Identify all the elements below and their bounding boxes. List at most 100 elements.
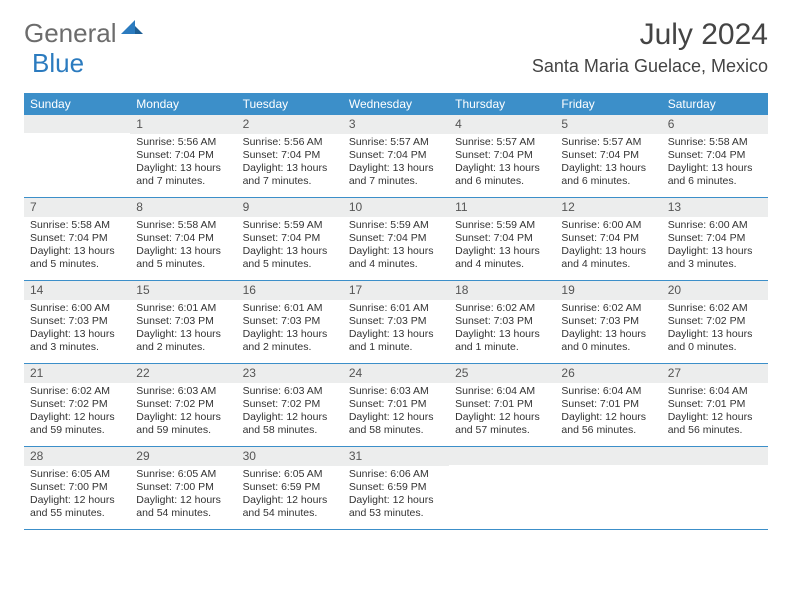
- sunrise-text: Sunrise: 5:59 AM: [455, 219, 549, 232]
- sunrise-text: Sunrise: 6:04 AM: [668, 385, 762, 398]
- day-number: 1: [130, 115, 236, 134]
- sunset-text: Sunset: 7:04 PM: [136, 232, 230, 245]
- sunrise-text: Sunrise: 6:04 AM: [455, 385, 549, 398]
- daylight-text: Daylight: 13 hours and 3 minutes.: [668, 245, 762, 271]
- sunset-text: Sunset: 6:59 PM: [349, 481, 443, 494]
- day-body: [555, 465, 661, 467]
- sunrise-text: Sunrise: 6:02 AM: [561, 302, 655, 315]
- day-number: 5: [555, 115, 661, 134]
- sunset-text: Sunset: 7:00 PM: [30, 481, 124, 494]
- daylight-text: Daylight: 12 hours and 53 minutes.: [349, 494, 443, 520]
- day-number: 7: [24, 198, 130, 217]
- daylight-text: Daylight: 13 hours and 7 minutes.: [243, 162, 337, 188]
- sunrise-text: Sunrise: 6:00 AM: [30, 302, 124, 315]
- sunrise-text: Sunrise: 5:57 AM: [455, 136, 549, 149]
- brand-logo: General: [24, 18, 143, 49]
- daylight-text: Daylight: 13 hours and 1 minute.: [455, 328, 549, 354]
- sunset-text: Sunset: 7:01 PM: [455, 398, 549, 411]
- day-number: 3: [343, 115, 449, 134]
- daylight-text: Daylight: 13 hours and 4 minutes.: [349, 245, 443, 271]
- daylight-text: Daylight: 13 hours and 2 minutes.: [136, 328, 230, 354]
- sunset-text: Sunset: 7:00 PM: [136, 481, 230, 494]
- sunrise-text: Sunrise: 5:57 AM: [561, 136, 655, 149]
- logo-text-blue: Blue: [32, 48, 84, 79]
- day-body: Sunrise: 6:06 AMSunset: 6:59 PMDaylight:…: [343, 466, 449, 521]
- day-cell: [662, 447, 768, 529]
- day-body: Sunrise: 5:59 AMSunset: 7:04 PMDaylight:…: [449, 217, 555, 272]
- sunset-text: Sunset: 7:03 PM: [243, 315, 337, 328]
- day-body: [24, 133, 130, 135]
- weekday-friday: Friday: [555, 93, 661, 115]
- day-cell: [24, 115, 130, 197]
- day-number: 4: [449, 115, 555, 134]
- daylight-text: Daylight: 12 hours and 58 minutes.: [243, 411, 337, 437]
- day-cell: [555, 447, 661, 529]
- sunset-text: Sunset: 7:03 PM: [136, 315, 230, 328]
- sunrise-text: Sunrise: 6:00 AM: [561, 219, 655, 232]
- day-body: Sunrise: 5:56 AMSunset: 7:04 PMDaylight:…: [130, 134, 236, 189]
- day-body: Sunrise: 6:05 AMSunset: 7:00 PMDaylight:…: [130, 466, 236, 521]
- day-body: Sunrise: 6:05 AMSunset: 7:00 PMDaylight:…: [24, 466, 130, 521]
- sunset-text: Sunset: 7:04 PM: [455, 232, 549, 245]
- title-block: July 2024 Santa Maria Guelace, Mexico: [532, 18, 768, 77]
- sunset-text: Sunset: 7:04 PM: [349, 232, 443, 245]
- daylight-text: Daylight: 13 hours and 5 minutes.: [30, 245, 124, 271]
- sunset-text: Sunset: 7:03 PM: [455, 315, 549, 328]
- day-cell: 22Sunrise: 6:03 AMSunset: 7:02 PMDayligh…: [130, 364, 236, 446]
- sunset-text: Sunset: 7:03 PM: [349, 315, 443, 328]
- day-number: 13: [662, 198, 768, 217]
- sunset-text: Sunset: 7:01 PM: [349, 398, 443, 411]
- sunset-text: Sunset: 7:02 PM: [136, 398, 230, 411]
- day-cell: 26Sunrise: 6:04 AMSunset: 7:01 PMDayligh…: [555, 364, 661, 446]
- day-number: 28: [24, 447, 130, 466]
- day-cell: 11Sunrise: 5:59 AMSunset: 7:04 PMDayligh…: [449, 198, 555, 280]
- day-body: Sunrise: 5:56 AMSunset: 7:04 PMDaylight:…: [237, 134, 343, 189]
- day-body: Sunrise: 5:57 AMSunset: 7:04 PMDaylight:…: [449, 134, 555, 189]
- day-cell: 21Sunrise: 6:02 AMSunset: 7:02 PMDayligh…: [24, 364, 130, 446]
- day-number: 21: [24, 364, 130, 383]
- day-number: 14: [24, 281, 130, 300]
- weekday-wednesday: Wednesday: [343, 93, 449, 115]
- sunset-text: Sunset: 7:04 PM: [561, 149, 655, 162]
- sunset-text: Sunset: 7:03 PM: [30, 315, 124, 328]
- day-body: Sunrise: 6:02 AMSunset: 7:03 PMDaylight:…: [449, 300, 555, 355]
- day-body: Sunrise: 5:59 AMSunset: 7:04 PMDaylight:…: [343, 217, 449, 272]
- day-number: [24, 115, 130, 133]
- day-number: 29: [130, 447, 236, 466]
- day-body: Sunrise: 6:03 AMSunset: 7:02 PMDaylight:…: [237, 383, 343, 438]
- day-number: [449, 447, 555, 465]
- day-body: Sunrise: 6:01 AMSunset: 7:03 PMDaylight:…: [130, 300, 236, 355]
- sunrise-text: Sunrise: 6:03 AM: [243, 385, 337, 398]
- sunset-text: Sunset: 6:59 PM: [243, 481, 337, 494]
- day-cell: 7Sunrise: 5:58 AMSunset: 7:04 PMDaylight…: [24, 198, 130, 280]
- sunrise-text: Sunrise: 6:02 AM: [30, 385, 124, 398]
- day-body: [449, 465, 555, 467]
- daylight-text: Daylight: 13 hours and 0 minutes.: [668, 328, 762, 354]
- sunset-text: Sunset: 7:04 PM: [243, 232, 337, 245]
- daylight-text: Daylight: 12 hours and 57 minutes.: [455, 411, 549, 437]
- sunrise-text: Sunrise: 6:05 AM: [136, 468, 230, 481]
- day-body: Sunrise: 6:03 AMSunset: 7:02 PMDaylight:…: [130, 383, 236, 438]
- daylight-text: Daylight: 12 hours and 54 minutes.: [136, 494, 230, 520]
- day-body: Sunrise: 5:57 AMSunset: 7:04 PMDaylight:…: [555, 134, 661, 189]
- day-number: 9: [237, 198, 343, 217]
- sunset-text: Sunset: 7:04 PM: [561, 232, 655, 245]
- day-number: 24: [343, 364, 449, 383]
- sunrise-text: Sunrise: 6:03 AM: [136, 385, 230, 398]
- location-subtitle: Santa Maria Guelace, Mexico: [532, 56, 768, 77]
- day-body: Sunrise: 6:01 AMSunset: 7:03 PMDaylight:…: [237, 300, 343, 355]
- week-row: 1Sunrise: 5:56 AMSunset: 7:04 PMDaylight…: [24, 115, 768, 198]
- daylight-text: Daylight: 12 hours and 56 minutes.: [561, 411, 655, 437]
- day-number: 16: [237, 281, 343, 300]
- week-row: 7Sunrise: 5:58 AMSunset: 7:04 PMDaylight…: [24, 198, 768, 281]
- sunset-text: Sunset: 7:01 PM: [668, 398, 762, 411]
- day-cell: 8Sunrise: 5:58 AMSunset: 7:04 PMDaylight…: [130, 198, 236, 280]
- day-number: 10: [343, 198, 449, 217]
- weekday-sunday: Sunday: [24, 93, 130, 115]
- sunrise-text: Sunrise: 5:58 AM: [668, 136, 762, 149]
- day-cell: 30Sunrise: 6:05 AMSunset: 6:59 PMDayligh…: [237, 447, 343, 529]
- day-number: 27: [662, 364, 768, 383]
- weekday-monday: Monday: [130, 93, 236, 115]
- day-number: 17: [343, 281, 449, 300]
- weekday-saturday: Saturday: [662, 93, 768, 115]
